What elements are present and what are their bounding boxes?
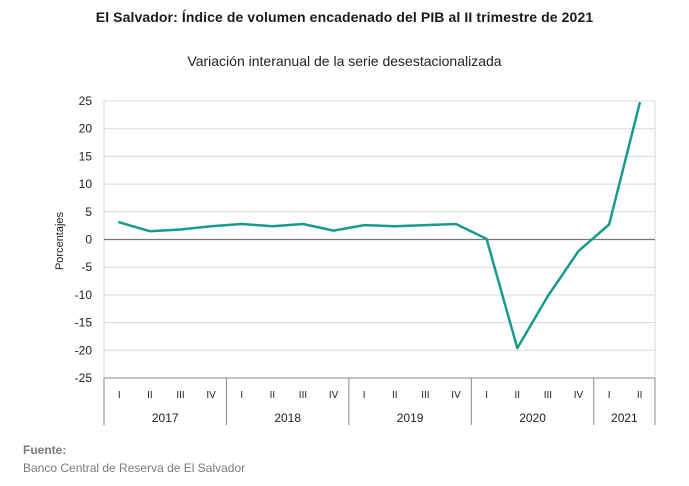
y-axis-label: Porcentajes <box>54 211 66 270</box>
x-tick-label-quarter: IV <box>451 390 461 401</box>
y-tick-label: -5 <box>81 260 92 274</box>
axes <box>103 101 656 425</box>
x-tick-label-year: 2018 <box>274 411 301 425</box>
series-line <box>118 101 641 350</box>
y-tick-label: -15 <box>75 316 93 330</box>
x-tick-label-quarter: I <box>240 390 243 401</box>
y-tick-label: 15 <box>79 149 93 163</box>
x-tick-label-year: 2021 <box>611 411 638 425</box>
x-tick-label-quarter: IV <box>206 390 216 401</box>
x-tick-label-year: 2019 <box>397 411 424 425</box>
source-text: Banco Central de Reserva de El Salvador <box>23 461 246 475</box>
y-tick-label: 20 <box>79 122 93 136</box>
x-tick-label-quarter: I <box>118 390 121 401</box>
y-tick-labels: 25 20 15 10 5 0 -5 -10 -15 -20 -25 <box>75 94 93 385</box>
x-tick-label-quarter: I <box>485 390 488 401</box>
x-tick-label-quarter: II <box>270 390 276 401</box>
chart-subtitle: Variación interanual de la serie desesta… <box>187 53 502 69</box>
x-tick-label-year: 2017 <box>152 411 179 425</box>
y-tick-label: -20 <box>75 343 93 357</box>
y-tick-label: 5 <box>85 205 92 219</box>
x-tick-label-quarter: IV <box>329 390 339 401</box>
y-tick-label: 25 <box>79 94 93 108</box>
x-tick-label-quarter: I <box>363 390 366 401</box>
y-tick-label: -25 <box>75 371 93 385</box>
x-tick-label-quarter: III <box>176 390 184 401</box>
x-tick-label-quarter: II <box>392 390 398 401</box>
x-tick-label-quarter: I <box>608 390 611 401</box>
chart-title: El Salvador: Índice de volumen encadenad… <box>95 9 594 25</box>
x-tick-label-quarter: III <box>299 390 307 401</box>
x-tick-label-quarter: III <box>544 390 552 401</box>
y-tick-label: 10 <box>79 177 93 191</box>
series-layer <box>118 101 641 350</box>
x-tick-label-quarter: II <box>514 390 520 401</box>
x-tick-label-year: 2020 <box>519 411 546 425</box>
y-tick-label: 0 <box>85 233 92 247</box>
x-tick-label-quarter: III <box>421 390 429 401</box>
source-label: Fuente: <box>23 443 67 457</box>
x-tick-label-quarter: II <box>637 390 643 401</box>
y-tick-label: -10 <box>75 288 93 302</box>
x-tick-label-quarter: IV <box>574 390 584 401</box>
x-tick-label-quarter: II <box>147 390 153 401</box>
